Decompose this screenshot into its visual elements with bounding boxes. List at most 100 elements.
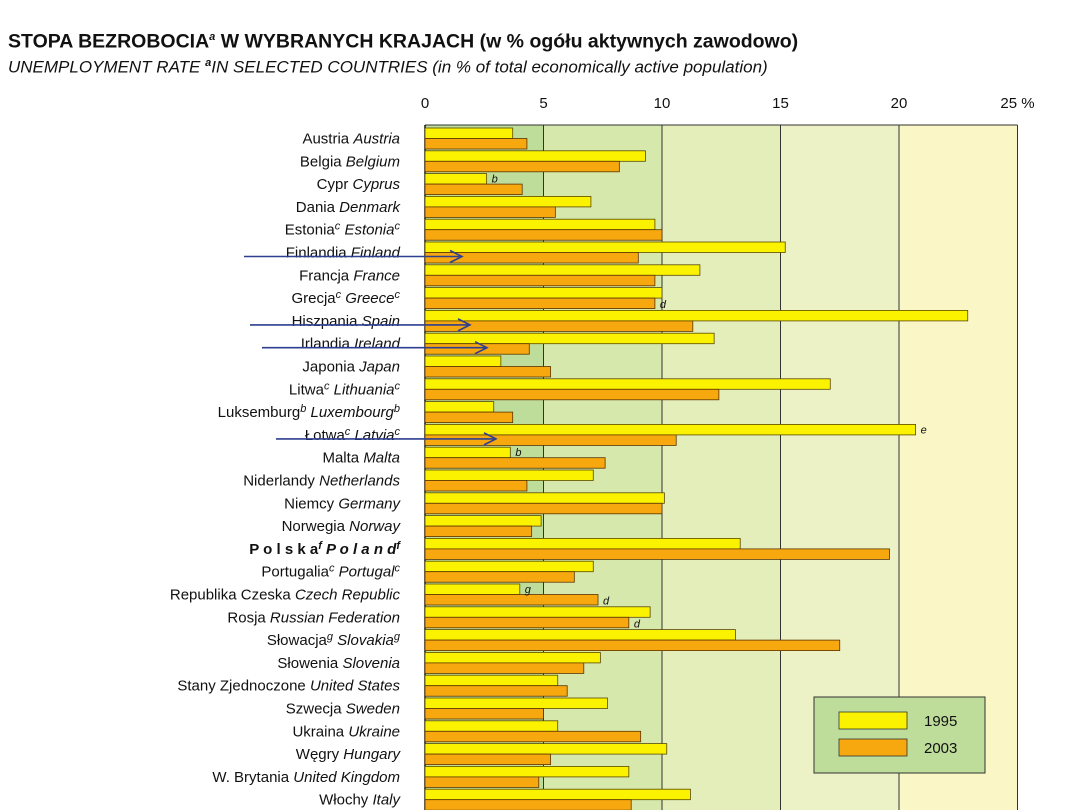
title-english-sup: a [205, 56, 212, 69]
bar-1995 [424, 766, 630, 778]
bar-note-2003: d [660, 299, 667, 311]
legend-swatch-2003 [838, 738, 908, 757]
category-label: Włochy Italy [319, 792, 401, 809]
category-label: Japonia Japan [302, 359, 400, 376]
bar-1995 [424, 127, 514, 139]
bar-2003 [424, 616, 630, 629]
category-label: Ukraina Ukraine [292, 723, 400, 740]
bar-1995 [424, 538, 741, 550]
bar-2003 [424, 138, 528, 150]
bar-2003 [424, 297, 656, 310]
bar-1995 [424, 652, 601, 664]
bar-1995 [424, 720, 559, 732]
category-label: Niemcy Germany [284, 495, 401, 512]
bar-2003 [424, 343, 530, 355]
bar-1995 [424, 469, 594, 481]
bar-1995 [424, 218, 656, 231]
bar-1995 [424, 173, 488, 185]
annotation-arrow-head [483, 432, 498, 446]
bar-1995 [424, 378, 831, 390]
bar-1995 [424, 492, 665, 504]
category-label: Łotwac Latviac [305, 426, 401, 444]
bar-1995 [424, 264, 701, 276]
bar-2003 [424, 730, 642, 743]
title-english: UNEMPLOYMENT RATE aIN SELECTED COUNTRIES… [8, 53, 1068, 78]
bar-1995 [424, 515, 542, 527]
category-label: Portugaliac Portugalc [261, 563, 400, 581]
bar-2003 [424, 457, 606, 469]
bar-2003 [424, 160, 620, 173]
category-label: Norwegia Norway [282, 518, 402, 535]
category-label: Grecjac Greecec [291, 289, 400, 307]
bar-1995 [424, 150, 646, 162]
bar-2003 [424, 320, 694, 332]
bar-1995 [424, 674, 559, 687]
bar-2003 [424, 639, 841, 651]
title-polish-main: STOPA BEZROBOCIA [8, 30, 210, 53]
category-label: Hiszpania Spain [292, 313, 400, 330]
bar-2003 [424, 434, 677, 446]
bar-2003 [424, 571, 575, 583]
bar-1995 [424, 287, 663, 299]
bar-2003 [424, 388, 720, 401]
x-tick-label: 5 [539, 95, 547, 112]
x-tick-label: 25 % [1000, 95, 1034, 112]
bar-1995 [424, 195, 592, 208]
bar-1995 [424, 629, 736, 641]
category-label: Finlandia Finland [286, 245, 401, 262]
bar-1995 [424, 697, 608, 709]
annotation-arrow-head [457, 318, 472, 332]
bar-2003 [424, 480, 528, 492]
x-tick-label: 15 [772, 95, 789, 112]
plot-band [899, 125, 1018, 810]
bar-1995 [424, 423, 916, 436]
x-tick-label: 20 [891, 95, 908, 112]
bar-2003 [424, 502, 663, 515]
bar-2003 [424, 548, 890, 560]
bar-2003 [424, 229, 663, 241]
bar-1995 [424, 560, 594, 573]
x-tick-label: 10 [654, 95, 671, 112]
category-label: Belgia Belgium [300, 153, 400, 170]
bar-2003 [424, 206, 556, 218]
chart-title: STOPA BEZROBOCIA a W WYBRANYCH KRAJACH (w… [8, 26, 1068, 77]
bar-note-1995: b [515, 447, 521, 459]
bar-1995 [424, 583, 521, 595]
bar-note-1995: g [525, 584, 532, 596]
bar-1995 [424, 446, 511, 459]
bar-1995 [424, 606, 651, 618]
category-label: P o l s k af P o l a n df [249, 540, 401, 558]
bar-2003 [424, 366, 552, 378]
legend-label-1995: 1995 [924, 713, 957, 730]
annotation-arrow-head [449, 249, 464, 264]
bar-2003 [424, 183, 523, 196]
bar-2003 [424, 411, 514, 424]
bar-2003 [424, 753, 552, 765]
plot-band [662, 125, 781, 810]
category-label: Szwecja Sweden [286, 701, 400, 718]
bar-2003 [424, 594, 599, 606]
category-label: Francja France [299, 267, 400, 284]
bar-2003 [424, 525, 533, 537]
title-polish-rest: W WYBRANYCH KRAJACH (w % ogółu aktywnych… [215, 30, 799, 53]
category-label: Słowacjag Slovakiag [267, 631, 401, 649]
legend-swatch-1995 [838, 711, 908, 730]
bar-2003 [424, 685, 568, 697]
bar-2003 [424, 799, 632, 810]
title-english-main: UNEMPLOYMENT RATE [8, 57, 206, 77]
category-label: Litwac Lithuaniac [289, 380, 401, 398]
category-label: Austria Austria [302, 131, 400, 148]
bar-note-1995: e [921, 424, 927, 436]
plot-band [780, 125, 899, 810]
bar-1995 [424, 241, 786, 253]
category-label: Rosja Russian Federation [227, 609, 400, 626]
category-label: Irlandia Ireland [301, 336, 401, 353]
category-label: Stany Zjednoczone United States [177, 678, 400, 695]
bar-2003 [424, 274, 656, 287]
annotation-arrow-head [474, 340, 489, 355]
category-label: Słowenia Slovenia [277, 655, 400, 672]
category-label: Dania Denmark [296, 199, 402, 216]
bar-1995 [424, 309, 969, 322]
bar-2003 [424, 708, 544, 720]
